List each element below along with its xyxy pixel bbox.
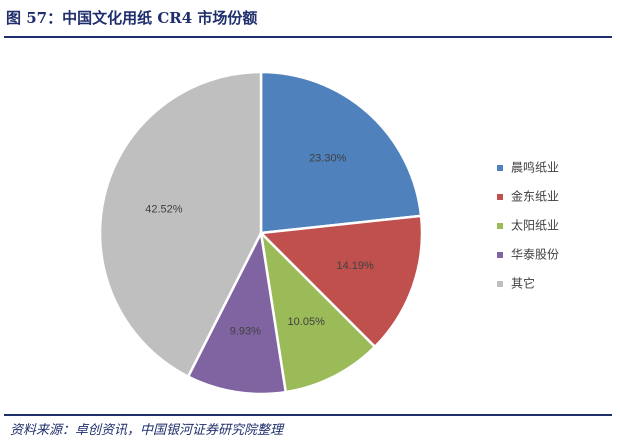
legend-label: 太阳纸业 <box>511 218 559 233</box>
pie-slice <box>259 214 424 349</box>
pie-data-label: 14.19% <box>336 260 374 272</box>
legend-label: 金东纸业 <box>511 189 559 204</box>
pie-slice <box>259 231 377 394</box>
title-rule <box>4 36 612 38</box>
pie-slices <box>98 70 424 396</box>
pie-slice <box>259 70 423 235</box>
source-rule <box>4 414 612 416</box>
legend-label: 华泰股份 <box>511 248 559 262</box>
legend-swatch <box>497 165 503 171</box>
figure-title: 图 57：中国文化用纸 CR4 市场份额 <box>6 9 258 27</box>
pie-data-labels: 23.30% 14.19% 10.05% 9.93% 42.52% <box>145 153 374 338</box>
pie-data-label: 9.93% <box>230 325 261 337</box>
legend-swatch <box>497 252 503 258</box>
legend-swatch <box>497 194 503 200</box>
legend-label: 晨鸣纸业 <box>511 160 559 175</box>
pie-chart: 23.30% 14.19% 10.05% 9.93% 42.52% 晨鸣纸业金东纸业太阳… <box>98 70 559 396</box>
pie-data-label: 10.05% <box>288 316 326 328</box>
pie-data-label: 23.30% <box>309 153 347 165</box>
pie-data-label: 42.52% <box>145 204 183 216</box>
pie-slice <box>186 231 287 396</box>
source-note: 资料来源：卓创资讯，中国银河证券研究院整理 <box>10 423 284 438</box>
legend-swatch <box>497 281 503 287</box>
legend-swatch <box>497 223 503 229</box>
pie-slice <box>98 70 263 378</box>
legend-label: 其它 <box>511 276 535 291</box>
